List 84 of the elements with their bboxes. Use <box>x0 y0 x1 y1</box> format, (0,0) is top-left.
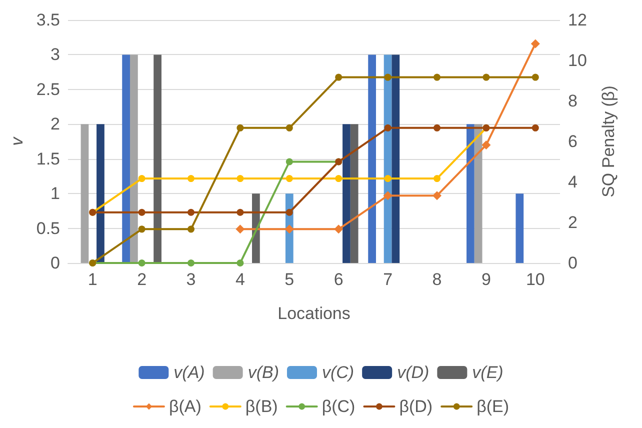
point <box>284 224 294 234</box>
point <box>482 74 490 81</box>
point <box>434 124 440 132</box>
y-axis-title: v <box>7 136 26 146</box>
point <box>236 208 244 216</box>
legend-label: β(A) <box>168 397 202 416</box>
point <box>335 175 342 182</box>
y-tick-label: 3.5 <box>36 10 60 30</box>
x-tick-label: 4 <box>235 270 245 289</box>
y-tick-label: 2.5 <box>36 80 60 99</box>
legend-label: v(E) <box>472 363 504 382</box>
x-tick-label: 10 <box>526 270 545 289</box>
point <box>188 208 194 216</box>
y2-tick-label: 12 <box>568 10 587 30</box>
y-tick-label: 3 <box>50 45 60 64</box>
point <box>335 74 342 81</box>
point <box>286 124 293 132</box>
y-tick-label: 0 <box>50 254 60 272</box>
bar <box>80 124 89 263</box>
point <box>532 124 539 132</box>
legend-label: v(B) <box>248 363 279 382</box>
bar <box>342 124 350 263</box>
point <box>530 39 540 48</box>
x-tick-label: 2 <box>137 270 147 289</box>
x-tick-label: 1 <box>88 270 98 289</box>
bar <box>96 124 104 263</box>
bar <box>130 54 138 263</box>
x-tick-label: 6 <box>334 270 344 289</box>
y2-tick-label: 8 <box>568 92 578 110</box>
point <box>236 224 245 234</box>
y2-tick-label: 4 <box>568 172 578 192</box>
y-tick-label: 2 <box>50 114 60 134</box>
legend-label: β(C) <box>322 397 356 416</box>
y-tick-label: 1 <box>50 184 60 204</box>
bar <box>474 124 482 263</box>
point <box>286 208 293 216</box>
legend-label: v(C) <box>322 363 354 382</box>
bar <box>154 54 162 263</box>
point <box>434 175 440 182</box>
y-tick-label: 0.5 <box>36 218 60 238</box>
point <box>383 191 392 200</box>
bar <box>392 54 400 263</box>
point <box>138 260 146 266</box>
point <box>384 74 392 81</box>
x-tick-label: 3 <box>186 270 196 289</box>
x-axis-title: Locations <box>278 304 350 323</box>
point <box>236 124 244 132</box>
bar <box>350 124 358 263</box>
legend-label: β(E) <box>476 397 510 416</box>
x-tick-label: 8 <box>432 270 442 289</box>
y2-tick-label: 0 <box>568 254 578 272</box>
bar <box>466 124 474 263</box>
legend-label: v(A) <box>174 363 205 382</box>
point <box>532 74 539 81</box>
point <box>138 175 146 182</box>
point <box>384 175 392 182</box>
point <box>286 158 293 166</box>
legend-label: v(D) <box>397 363 430 382</box>
point <box>188 175 194 182</box>
point <box>482 140 491 150</box>
point <box>138 208 146 216</box>
y-tick-label: 1.5 <box>36 149 60 168</box>
y2-tick-label: 10 <box>568 51 587 70</box>
x-tick-label: 9 <box>481 270 491 289</box>
x-tick-label: 7 <box>383 270 393 289</box>
y2-tick-label: 2 <box>568 213 578 232</box>
point <box>434 74 440 81</box>
point <box>384 124 392 132</box>
bar <box>122 54 130 263</box>
point <box>236 175 244 182</box>
point <box>286 175 293 182</box>
point <box>188 260 194 266</box>
point <box>138 226 146 233</box>
point <box>334 224 344 234</box>
bar <box>368 54 376 263</box>
point <box>188 226 194 233</box>
point <box>236 260 244 266</box>
y2-tick-label: 6 <box>568 132 578 151</box>
bar <box>516 194 524 263</box>
legend-label: β(D) <box>399 397 433 416</box>
y2-axis-title: SQ Penalty (β) <box>599 86 618 198</box>
point <box>432 191 442 200</box>
legend-label: β(B) <box>245 397 278 416</box>
x-tick-label: 5 <box>284 270 294 289</box>
